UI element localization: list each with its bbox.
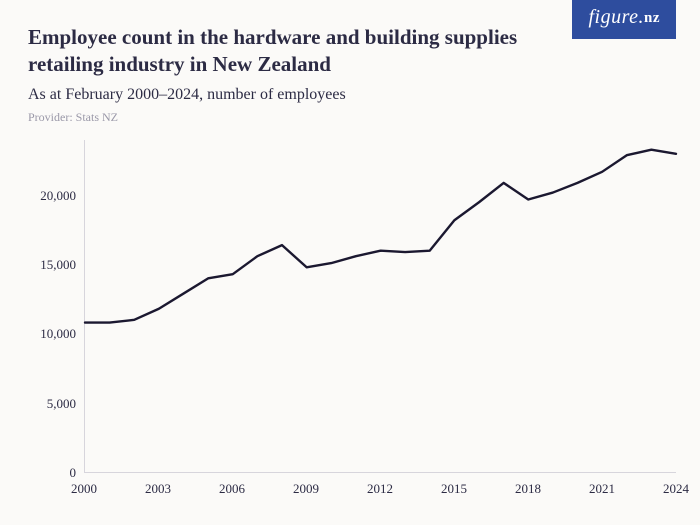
line-series xyxy=(85,140,676,472)
figure-nz-badge: figure.nz xyxy=(572,0,676,39)
chart-subtitle: As at February 2000–2024, number of empl… xyxy=(28,86,532,104)
x-tick-label: 2018 xyxy=(515,481,541,497)
y-tick-label: 15,000 xyxy=(24,257,76,273)
x-tick-label: 2012 xyxy=(367,481,393,497)
x-tick-label: 2021 xyxy=(589,481,615,497)
chart-area: 05,00010,00015,00020,000 2000 2003 2006 200… xyxy=(28,140,676,503)
y-tick-label: 0 xyxy=(24,465,76,481)
y-tick-label: 20,000 xyxy=(24,188,76,204)
y-axis: 05,00010,00015,00020,000 xyxy=(28,140,80,473)
y-tick-label: 5,000 xyxy=(24,396,76,412)
badge-suffix: nz xyxy=(644,10,660,26)
chart-title: Employee count in the hardware and build… xyxy=(28,24,532,78)
plot-area xyxy=(84,140,676,473)
y-tick-label: 10,000 xyxy=(24,326,76,342)
badge-main: figure. xyxy=(588,6,644,28)
x-tick-label: 2024 xyxy=(663,481,689,497)
x-tick-label: 2006 xyxy=(219,481,245,497)
employee-count-line xyxy=(85,150,676,323)
chart-header: Employee count in the hardware and build… xyxy=(0,0,560,125)
x-axis: 200020032006200920122015201820212024 xyxy=(84,475,676,503)
x-tick-label: 2009 xyxy=(293,481,319,497)
x-tick-label: 2000 xyxy=(71,481,97,497)
x-tick-label: 2003 xyxy=(145,481,171,497)
chart-provider: Provider: Stats NZ xyxy=(28,110,532,125)
x-tick-label: 2015 xyxy=(441,481,467,497)
